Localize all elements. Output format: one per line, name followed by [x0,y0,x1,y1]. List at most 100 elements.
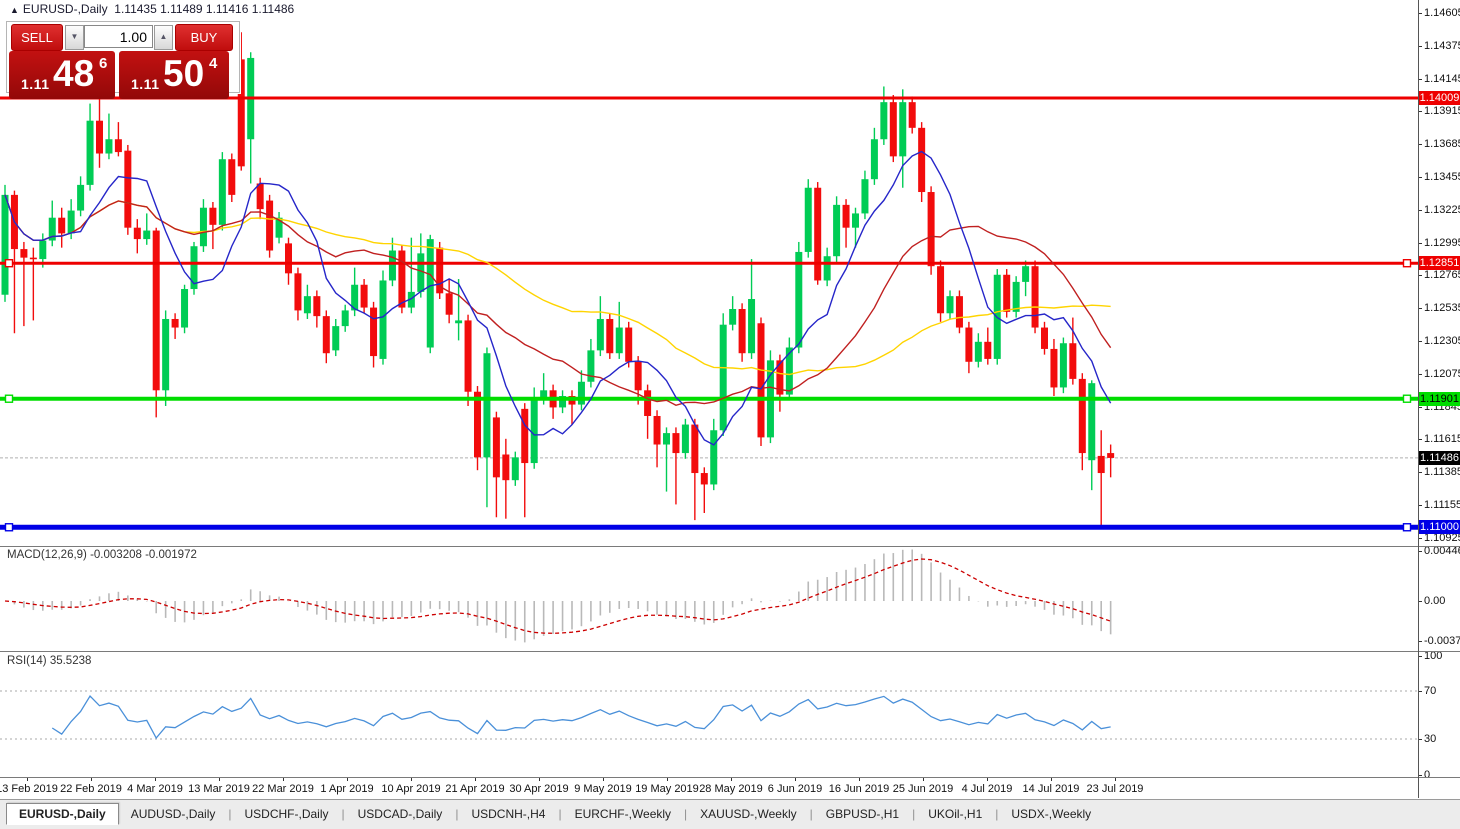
tab-usdcnh-h4[interactable]: USDCNH-,H4 [471,807,546,821]
tab-separator: | [455,807,459,821]
price-axis-label: 1.11615 [1424,433,1460,445]
buy-price-pips: 50 [163,53,205,94]
date-axis-label: 1 Apr 2019 [320,783,374,795]
price-axis-tick [1418,308,1422,309]
rsi-indicator-chart [0,690,1418,740]
price-badge-1.11486: 1.11486 [1419,451,1460,465]
macd-signal-line [4,558,1111,634]
tab-usdchf-daily[interactable]: USDCHF-,Daily [244,807,329,821]
sell-price-pips: 48 [53,53,95,94]
date-axis-tick [1051,778,1052,781]
date-axis-label: 16 Jun 2019 [828,783,890,795]
hline-handle[interactable] [4,259,14,268]
symbol-title: EURUSD-,Daily [22,2,108,16]
date-axis-tick [923,778,924,781]
tab-ukoil-h1[interactable]: UKOil-,H1 [928,807,983,821]
price-axis-label: 1.14605 [1424,7,1460,19]
date-axis-tick [859,778,860,781]
price-axis-border [1418,0,1419,798]
macd-panel-divider[interactable] [0,546,1460,547]
rsi-axis-tick [1418,691,1422,692]
price-badge-1.11901: 1.11901 [1419,392,1460,406]
tab-eurchf-weekly[interactable]: EURCHF-,Weekly [574,807,672,821]
price-axis-label: 1.13915 [1424,105,1460,117]
date-axis-label: 23 Jul 2019 [1086,783,1144,795]
date-axis-label: 22 Mar 2019 [252,783,314,795]
tab-usdx-weekly[interactable]: USDX-,Weekly [1011,807,1092,821]
date-axis-label: 25 Jun 2019 [892,783,954,795]
date-axis-tick [27,778,28,781]
price-axis-tick [1418,407,1422,408]
hline-handle[interactable] [1402,259,1412,268]
macd-indicator-chart [4,549,1112,643]
tab-separator: | [228,807,232,821]
date-axis-tick [1115,778,1116,781]
date-axis-tick [731,778,732,781]
hline-handle[interactable] [1402,523,1412,532]
sell-price-point: 6 [99,55,108,72]
tab-separator: | [341,807,345,821]
date-axis-tick [539,778,540,781]
one-click-trade-widget: SELL ▼ ▲ BUY 1.11 48 6 1.11 50 4 [6,21,240,99]
macd-label: MACD(12,26,9) -0.003208 -0.001972 [7,549,197,561]
macd-axis-tick [1418,641,1422,642]
buy-price-point: 4 [209,55,218,72]
price-axis-tick [1418,13,1422,14]
tab-eurusd-daily[interactable]: EURUSD-,Daily [6,803,119,825]
macd-axis-label: 0.004465 [1424,545,1460,557]
price-axis-tick [1418,111,1422,112]
buy-price-button[interactable]: 1.11 50 4 [119,51,229,99]
date-axis-tick [795,778,796,781]
price-axis-label: 1.10925 [1424,532,1460,544]
buy-price-prefix: 1.11 [131,76,160,92]
buy-button[interactable]: BUY [175,24,233,51]
price-axis-tick [1418,243,1422,244]
rsi-axis-label: 0 [1424,769,1431,781]
price-axis-label: 1.12995 [1424,237,1460,249]
tab-separator: | [995,807,999,821]
sell-button[interactable]: SELL [11,24,63,51]
price-axis-label: 1.11155 [1424,499,1460,511]
sell-price-button[interactable]: 1.11 48 6 [9,51,115,99]
rsi-axis-tick [1418,775,1422,776]
price-axis-tick [1418,46,1422,47]
price-axis-tick [1418,505,1422,506]
sell-price-prefix: 1.11 [21,76,50,92]
rsi-panel-divider[interactable] [0,651,1460,652]
price-axis-tick [1418,472,1422,473]
price-axis-tick [1418,374,1422,375]
price-axis-label: 1.12765 [1424,269,1460,281]
date-axis-label: 13 Feb 2019 [0,783,58,795]
price-axis-tick [1418,275,1422,276]
date-axis-tick [219,778,220,781]
macd-axis-label: -0.003715 [1424,635,1460,647]
tab-usdcad-daily[interactable]: USDCAD-,Daily [357,807,443,821]
date-axis-label: 22 Feb 2019 [60,783,122,795]
ohlc-quote-line: 1.11435 1.11489 1.11416 1.11486 [114,2,295,16]
hline-handle[interactable] [1402,394,1412,403]
volume-input[interactable] [84,25,153,48]
date-axis-tick [283,778,284,781]
hline-handle[interactable] [4,394,14,403]
price-axis-tick [1418,341,1422,342]
date-axis-tick [411,778,412,781]
price-axis-label: 1.14375 [1424,40,1460,52]
price-axis-label: 1.12075 [1424,368,1460,380]
tab-audusd-daily[interactable]: AUDUSD-,Daily [130,807,216,821]
date-axis-label: 13 Mar 2019 [188,783,250,795]
macd-axis-tick [1418,601,1422,602]
date-axis-tick [667,778,668,781]
tab-gbpusd-h1[interactable]: GBPUSD-,H1 [825,807,900,821]
date-axis-label: 9 May 2019 [574,783,632,795]
volume-decrease-button[interactable]: ▼ [65,25,84,50]
hline-handle[interactable] [4,523,14,532]
volume-increase-button[interactable]: ▲ [154,25,173,50]
ma-mid-line [4,194,1112,407]
price-axis-label: 1.13685 [1424,138,1460,150]
tab-xauusd-weekly[interactable]: XAUUSD-,Weekly [700,807,797,821]
symbol-info-line: ▲ EURUSD-,Daily 1.11435 1.11489 1.11416 1… [10,2,294,16]
tab-separator: | [684,807,688,821]
price-axis-tick [1418,439,1422,440]
price-axis-label: 1.11385 [1424,466,1460,478]
